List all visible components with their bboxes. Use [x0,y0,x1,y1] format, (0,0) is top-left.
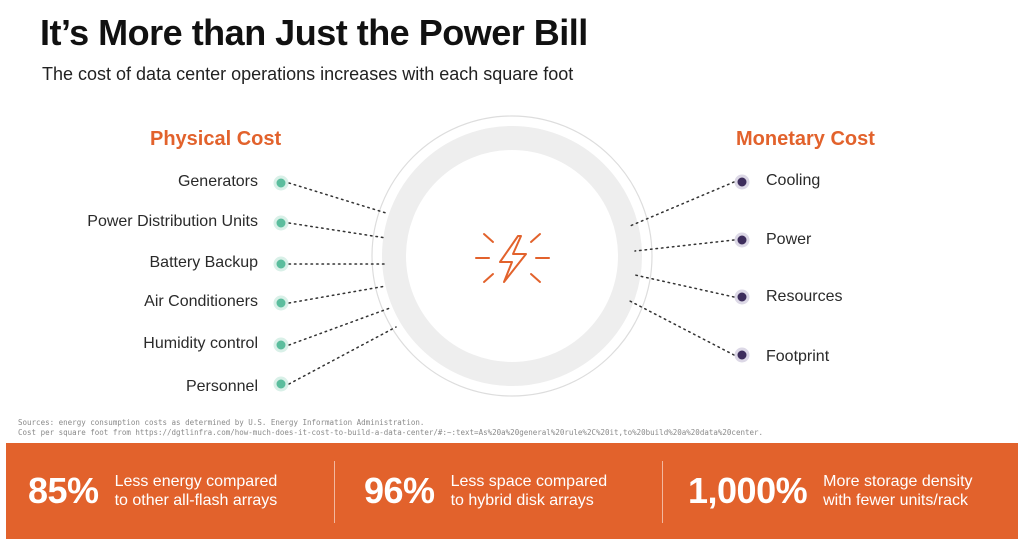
dot-power [734,232,750,248]
stat-value: 96% [364,470,435,511]
connector-resources [634,274,735,298]
stat-desc-line-1: More storage density [823,473,973,490]
physical-item-power-distribution-units: Power Distribution Units [87,213,258,230]
connector-personnel [288,326,397,385]
monetary-dots [734,174,750,363]
connector-power [634,239,735,252]
sources-line-1: Sources: energy consumption costs as det… [18,418,425,427]
physical-connectors [288,182,397,385]
connector-generators [288,182,387,214]
stat-value: 1,000% [688,470,808,511]
center-ring [382,126,642,386]
sources-line-2: Cost per square foot from https://dgtlin… [18,428,764,437]
dot-footprint [734,347,750,363]
dot-personnel [273,376,289,392]
dot-power-distribution-units [273,215,289,231]
monetary-cost-heading: Monetary Cost [736,128,875,150]
stat-divider [334,461,335,523]
connector-footprint [627,299,735,356]
connector-cooling [629,181,735,227]
page-subtitle: The cost of data center operations incre… [42,64,574,84]
monetary-item-power: Power [766,231,812,248]
dot-cooling [734,174,750,190]
stat-density: 1,000% More storage density with fewer u… [688,443,973,539]
connector-power-distribution-units [288,222,387,239]
stat-divider [662,461,663,523]
physical-dots [273,175,289,392]
dot-battery-backup [273,256,289,272]
dot-humidity-control [273,337,289,353]
stat-description: More storage density with fewer units/ra… [823,472,972,510]
monetary-item-footprint: Footprint [766,348,830,365]
dot-generators [273,175,289,191]
dot-resources [734,289,750,305]
physical-item-personnel: Personnel [185,378,258,395]
stat-energy: 85% Less energy compared to other all-fl… [28,443,277,539]
stats-banner: 85% Less energy compared to other all-fl… [6,443,1018,539]
physical-cost-heading: Physical Cost [150,128,282,150]
stat-value: 85% [28,470,99,511]
stat-space: 96% Less space compared to hybrid disk a… [364,443,607,539]
page-title: It’s More than Just the Power Bill [40,12,588,53]
physical-item-air-conditioners: Air Conditioners [144,293,258,310]
stat-desc-line-2: to hybrid disk arrays [450,492,594,509]
physical-item-generators: Generators [177,173,258,190]
dot-air-conditioners [273,295,289,311]
stat-desc-line-2: with fewer units/rack [823,492,969,509]
connector-humidity-control [288,307,391,346]
monetary-connectors [627,181,735,356]
stat-description: Less space compared to hybrid disk array… [451,472,608,510]
connector-air-conditioners [288,285,387,304]
monetary-item-cooling: Cooling [766,172,821,189]
lightning-bolt-icon [475,233,550,283]
stat-description: Less energy compared to other all-flash … [115,472,278,510]
sources-note: Sources: energy consumption costs as det… [18,418,763,438]
physical-item-humidity-control: Humidity control [143,335,258,352]
outer-ring-outline [371,115,653,397]
stat-desc-line-2: to other all-flash arrays [114,492,278,509]
stat-desc-line-1: Less space compared [450,473,608,490]
monetary-item-resources: Resources [766,288,843,305]
cost-diagram [273,115,750,397]
stat-desc-line-1: Less energy compared [114,473,278,490]
physical-item-battery-backup: Battery Backup [149,254,259,271]
